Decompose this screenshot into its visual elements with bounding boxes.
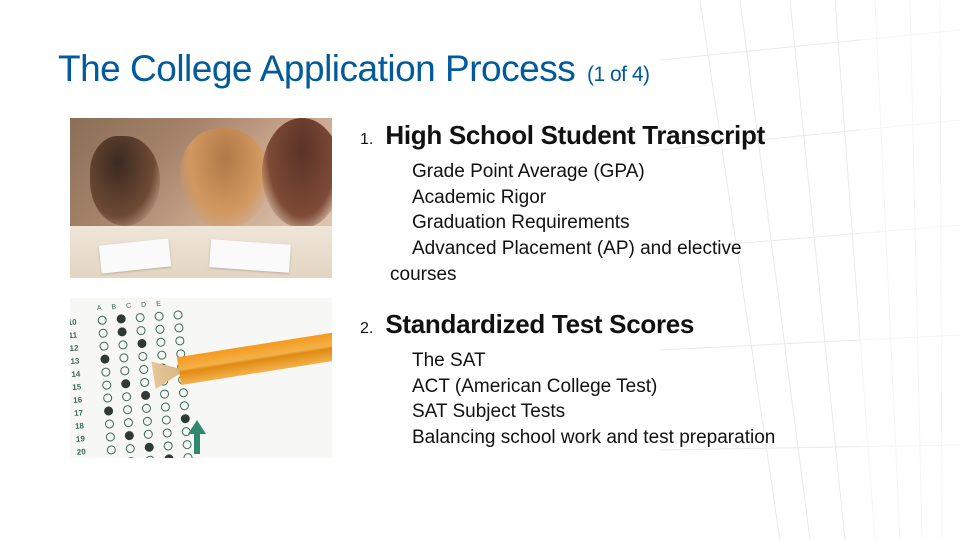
list-item: The SAT xyxy=(390,348,920,374)
list-item: ACT (American College Test) xyxy=(390,374,920,400)
list-item: Advanced Placement (AP) and electivecour… xyxy=(390,236,920,287)
section-number: 1. xyxy=(360,131,373,149)
slide-counter: (1 of 4) xyxy=(587,63,650,86)
section-title: High School Student Transcript xyxy=(385,120,765,151)
image-students xyxy=(70,118,332,278)
slide-title: The College Application Process (1 of 4) xyxy=(58,48,920,90)
section-body: The SAT ACT (American College Test) SAT … xyxy=(390,348,920,451)
section-2: 2. Standardized Test Scores The SAT ACT … xyxy=(360,309,920,451)
content-row: A B C D E 101112131415161718192021 xyxy=(58,118,920,473)
image-scantron: A B C D E 101112131415161718192021 xyxy=(70,298,332,458)
title-main: The College Application Process xyxy=(58,48,575,89)
list-item: Balancing school work and test preparati… xyxy=(390,425,920,451)
list-item: Grade Point Average (GPA) xyxy=(390,159,920,185)
arrow-up-icon xyxy=(188,420,206,454)
slide: The College Application Process (1 of 4)… xyxy=(0,0,960,540)
text-column: 1. High School Student Transcript Grade … xyxy=(360,118,920,473)
section-number: 2. xyxy=(360,320,373,338)
list-item: SAT Subject Tests xyxy=(390,399,920,425)
section-1: 1. High School Student Transcript Grade … xyxy=(360,120,920,287)
list-item: Graduation Requirements xyxy=(390,210,920,236)
section-title: Standardized Test Scores xyxy=(385,309,694,340)
image-column: A B C D E 101112131415161718192021 xyxy=(70,118,332,473)
section-body: Grade Point Average (GPA) Academic Rigor… xyxy=(390,159,920,287)
list-item: Academic Rigor xyxy=(390,185,920,211)
